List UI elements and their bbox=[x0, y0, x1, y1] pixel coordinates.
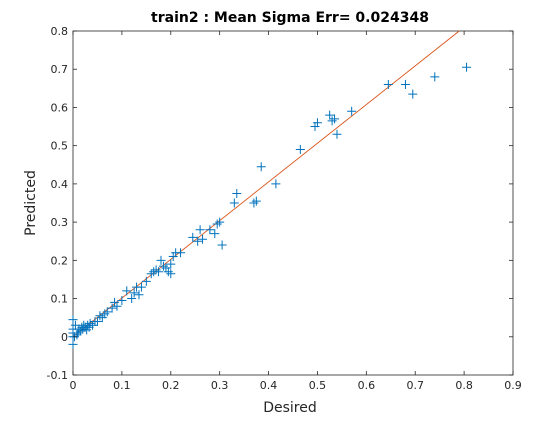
x-tick-label: 0 bbox=[70, 379, 77, 392]
y-tick-label: 0.5 bbox=[51, 140, 69, 153]
y-tick-label: 0.7 bbox=[51, 63, 69, 76]
x-tick-label: 0.5 bbox=[309, 379, 327, 392]
y-axis-label: Predicted bbox=[23, 170, 39, 236]
x-tick-label: 0.6 bbox=[358, 379, 376, 392]
plot-area bbox=[73, 31, 513, 375]
y-tick-label: -0.1 bbox=[47, 369, 68, 382]
x-axis-label: Desired bbox=[263, 400, 317, 416]
x-tick-label: 0.8 bbox=[455, 379, 473, 392]
y-tick-label: 0.2 bbox=[51, 254, 69, 267]
x-tick-label: 0.3 bbox=[211, 379, 229, 392]
y-tick-label: 0 bbox=[61, 331, 68, 344]
y-tick-label: 0.3 bbox=[51, 216, 69, 229]
y-tick-label: 0.4 bbox=[51, 178, 69, 191]
y-tick-label: 0.1 bbox=[51, 293, 69, 306]
x-tick-label: 0.4 bbox=[260, 379, 278, 392]
x-tick-label: 0.1 bbox=[113, 379, 131, 392]
y-tick-label: 0.6 bbox=[51, 101, 69, 114]
chart-title: train2 : Mean Sigma Err= 0.024348 bbox=[151, 10, 429, 26]
x-tick-label: 0.7 bbox=[406, 379, 424, 392]
x-tick-label: 0.2 bbox=[162, 379, 180, 392]
y-tick-label: 0.8 bbox=[51, 25, 69, 38]
x-tick-label: 0.9 bbox=[504, 379, 522, 392]
